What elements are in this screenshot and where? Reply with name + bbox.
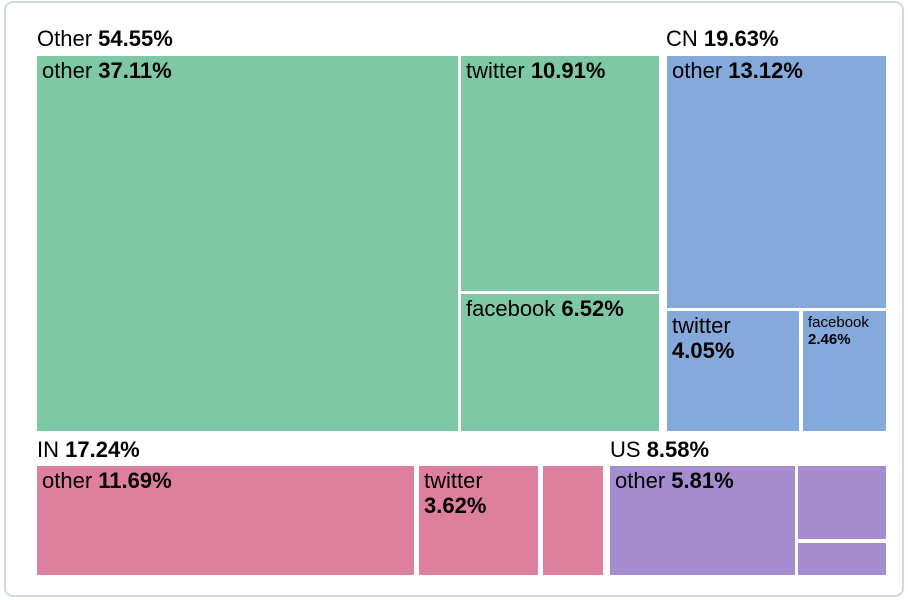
- cell-cn-facebook[interactable]: facebook 2.46%: [803, 311, 886, 431]
- cell-value: 37.11%: [98, 58, 172, 83]
- group-name: Other: [37, 26, 93, 51]
- group-value: 19.63%: [703, 26, 779, 51]
- cell-value: 5.81%: [671, 468, 734, 493]
- cell-value: 10.91%: [530, 58, 606, 83]
- group-name: CN: [666, 26, 698, 51]
- cell-name: other: [42, 58, 93, 83]
- cell-value: 2.46%: [808, 330, 851, 348]
- cell-name: twitter: [672, 313, 731, 338]
- chart-card: Other 54.55% other 37.11% twitter 10.91%…: [4, 1, 904, 597]
- group-name: IN: [37, 437, 59, 462]
- cell-value: 6.52%: [561, 296, 624, 321]
- cell-value: 13.12%: [728, 58, 803, 83]
- cell-other-twitter[interactable]: twitter 10.91%: [461, 56, 659, 291]
- group-value: 54.55%: [98, 26, 173, 51]
- cell-other-facebook[interactable]: facebook 6.52%: [461, 294, 659, 431]
- group-name: US: [610, 437, 641, 462]
- cell-name: twitter: [466, 58, 525, 83]
- group-label-in: IN 17.24%: [37, 439, 140, 461]
- cell-name: other: [615, 468, 666, 493]
- cell-value: 4.05%: [672, 337, 735, 363]
- cell-value: 11.69%: [98, 468, 172, 493]
- cell-name: other: [672, 58, 723, 83]
- cell-cn-other[interactable]: other 13.12%: [667, 56, 886, 308]
- cell-value: 3.62%: [424, 492, 487, 518]
- cell-name: twitter: [424, 468, 483, 493]
- group-label-other: Other 54.55%: [37, 28, 173, 50]
- cell-us-unlabeled-2[interactable]: [798, 543, 886, 575]
- cell-cn-twitter[interactable]: twitter 4.05%: [667, 311, 799, 431]
- cell-in-unlabeled[interactable]: [543, 466, 603, 575]
- cell-other-other[interactable]: other 37.11%: [37, 56, 458, 431]
- cell-in-other[interactable]: other 11.69%: [37, 466, 414, 575]
- group-label-us: US 8.58%: [610, 439, 709, 461]
- group-value: 8.58%: [646, 437, 710, 462]
- cell-in-twitter[interactable]: twitter 3.62%: [419, 466, 538, 575]
- group-value: 17.24%: [65, 437, 140, 462]
- cell-name: facebook: [808, 314, 869, 331]
- cell-name: other: [42, 468, 93, 493]
- cell-us-unlabeled-1[interactable]: [798, 466, 886, 539]
- cell-us-other[interactable]: other 5.81%: [610, 466, 795, 575]
- cell-name: facebook: [466, 296, 556, 321]
- group-label-cn: CN 19.63%: [666, 28, 779, 50]
